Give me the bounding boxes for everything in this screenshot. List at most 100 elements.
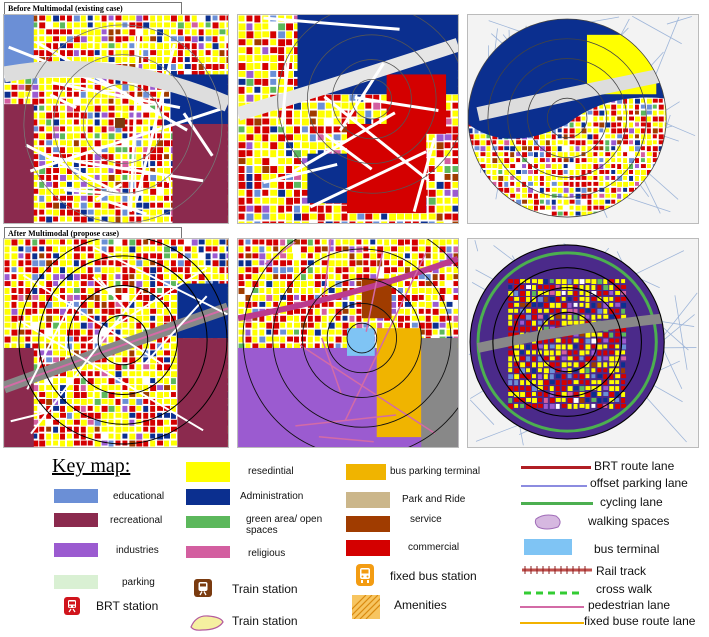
building xyxy=(635,134,639,138)
building xyxy=(252,330,257,336)
building xyxy=(447,239,452,244)
building xyxy=(164,392,169,397)
building xyxy=(270,158,277,164)
building xyxy=(192,29,197,35)
building xyxy=(246,119,253,126)
building xyxy=(150,288,155,293)
building xyxy=(46,29,52,34)
building xyxy=(377,323,382,329)
building xyxy=(315,323,320,329)
building xyxy=(122,217,128,223)
building xyxy=(254,158,261,164)
building xyxy=(53,203,59,209)
building xyxy=(88,106,94,112)
building xyxy=(39,343,44,348)
building xyxy=(81,203,87,209)
building xyxy=(178,260,184,266)
building xyxy=(67,29,72,34)
building xyxy=(213,253,218,258)
building xyxy=(356,267,362,273)
building xyxy=(570,176,574,180)
building xyxy=(12,99,17,104)
building xyxy=(136,126,141,132)
building xyxy=(122,288,127,293)
building xyxy=(157,253,162,259)
building xyxy=(562,297,566,301)
building xyxy=(239,295,245,301)
building xyxy=(326,206,332,213)
building xyxy=(570,158,574,162)
building xyxy=(647,134,651,139)
building xyxy=(109,113,115,118)
building xyxy=(220,246,225,252)
building xyxy=(629,117,634,121)
building xyxy=(109,43,115,48)
building xyxy=(405,214,412,220)
building xyxy=(102,316,107,322)
building xyxy=(391,295,396,301)
building xyxy=(653,99,658,103)
building xyxy=(273,246,278,251)
building xyxy=(164,154,169,159)
building xyxy=(81,337,87,342)
building xyxy=(538,315,543,319)
building xyxy=(239,274,244,280)
building xyxy=(621,309,625,314)
building xyxy=(641,117,646,122)
building xyxy=(550,279,554,283)
building xyxy=(322,323,327,328)
building xyxy=(143,140,148,146)
building xyxy=(60,406,65,412)
building xyxy=(185,57,190,62)
building xyxy=(599,158,603,162)
building xyxy=(246,23,252,30)
building xyxy=(67,441,73,447)
building xyxy=(532,291,536,296)
building xyxy=(109,133,115,139)
building xyxy=(5,330,10,335)
building xyxy=(445,174,451,180)
building xyxy=(582,158,587,162)
building xyxy=(88,203,93,208)
building xyxy=(150,413,155,418)
building xyxy=(419,288,425,293)
building xyxy=(74,288,80,293)
building xyxy=(246,87,252,93)
building xyxy=(532,285,536,290)
building xyxy=(95,260,101,265)
building xyxy=(220,260,226,266)
building xyxy=(136,119,142,124)
building xyxy=(510,146,515,151)
building xyxy=(266,274,272,280)
building xyxy=(605,188,609,193)
building xyxy=(53,253,59,258)
building xyxy=(262,87,269,94)
building xyxy=(53,350,59,355)
building xyxy=(178,246,183,251)
building xyxy=(150,343,155,349)
building xyxy=(67,434,72,439)
building xyxy=(81,15,86,21)
building xyxy=(239,222,245,223)
building xyxy=(46,246,52,251)
building xyxy=(74,43,80,48)
building xyxy=(343,267,349,272)
building xyxy=(270,111,277,117)
building xyxy=(39,85,44,91)
building xyxy=(280,267,286,273)
building xyxy=(109,210,115,215)
building xyxy=(32,85,38,90)
building xyxy=(445,190,451,196)
building xyxy=(564,134,568,139)
building xyxy=(95,253,101,259)
building xyxy=(582,206,587,211)
building xyxy=(591,303,595,308)
building xyxy=(12,274,17,279)
building xyxy=(46,392,52,398)
building xyxy=(357,214,364,220)
building xyxy=(294,206,300,213)
building xyxy=(273,302,278,307)
building xyxy=(150,406,155,412)
building xyxy=(336,330,342,335)
building xyxy=(440,309,446,314)
